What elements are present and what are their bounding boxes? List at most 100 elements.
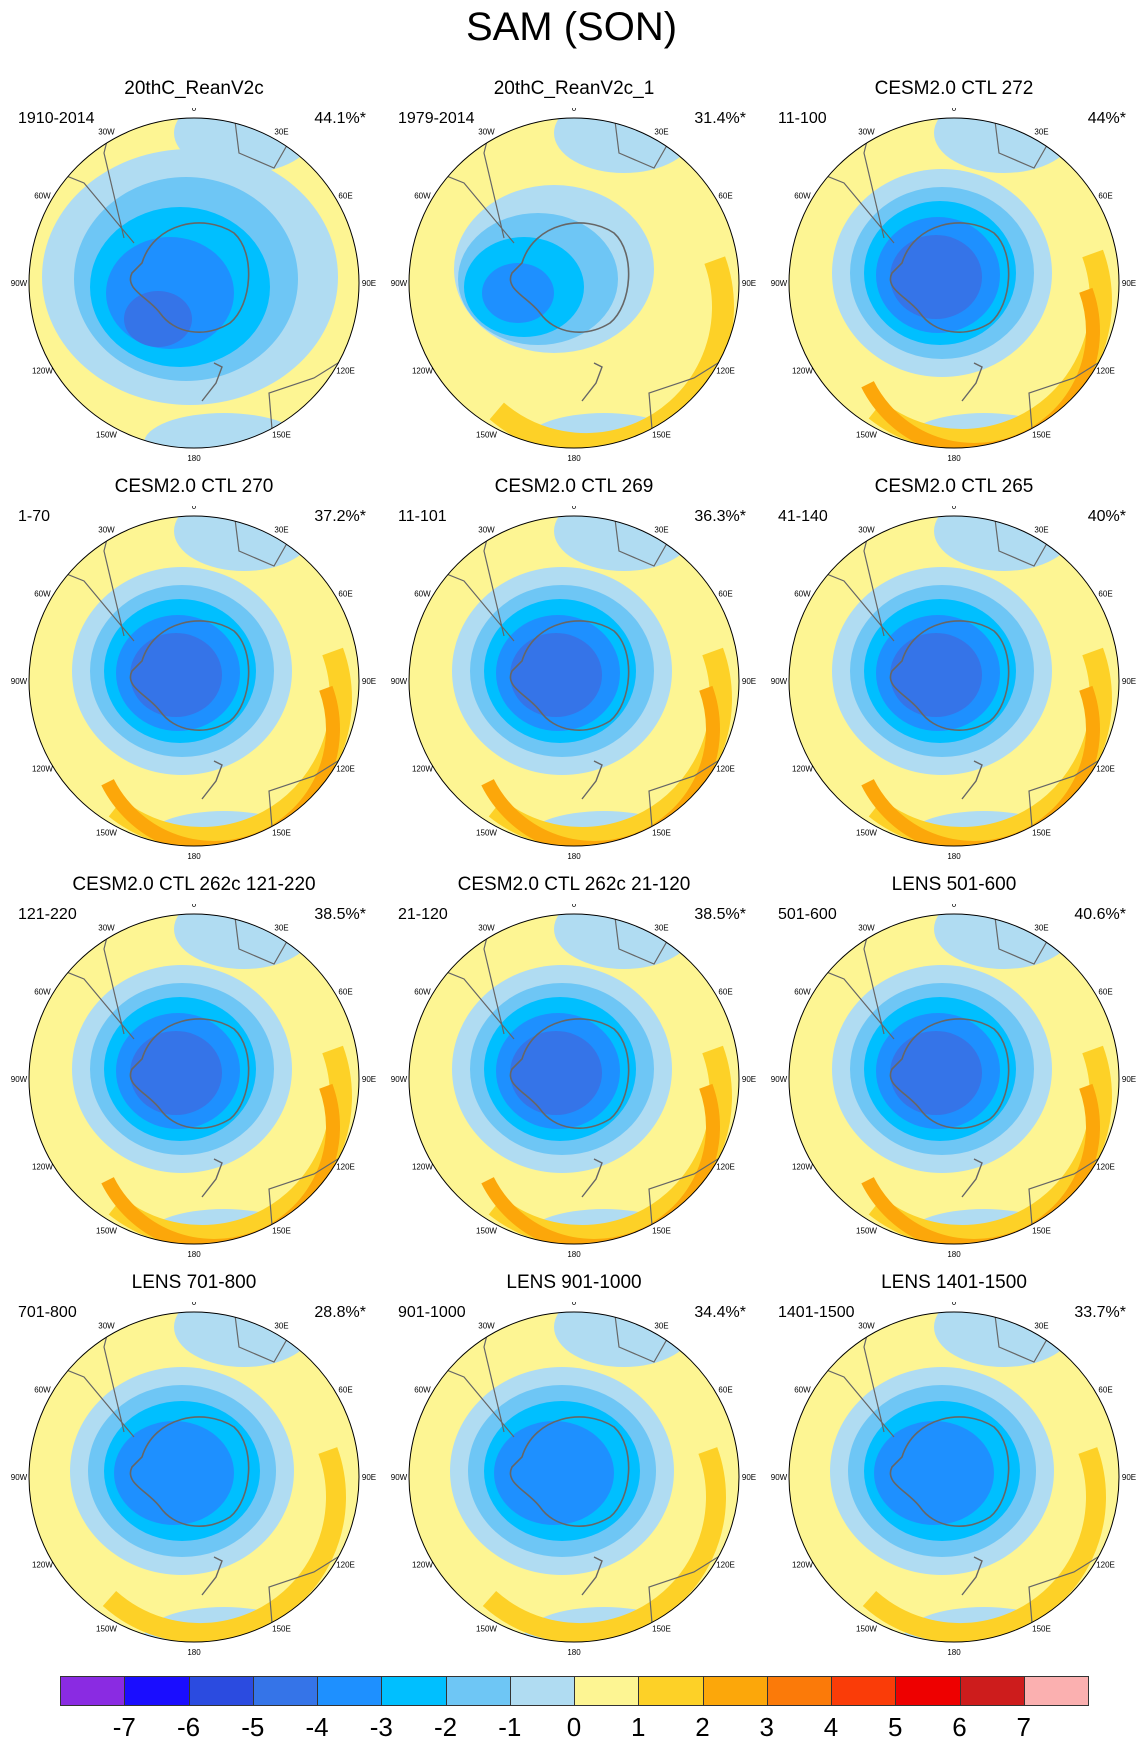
longitude-label: 30W (98, 525, 115, 534)
colorbar: -7 -6 -5 -4 -3 -2 -1 0 1 2 3 4 5 6 7 (60, 1676, 1089, 1742)
panel-title: CESM2.0 CTL 262c 121-220 (72, 874, 316, 895)
colorbar-segment (895, 1676, 961, 1706)
australia-coastline (1028, 342, 1119, 448)
longitude-label: 150E (1032, 1625, 1051, 1634)
panel-title: 20thC_ReanV2c (124, 78, 264, 99)
australia-coastline (1028, 1536, 1119, 1642)
longitude-label: 150E (1032, 431, 1051, 440)
africa-coastline (233, 1312, 295, 1363)
antarctica-coastline (509, 1416, 630, 1527)
longitude-label: 30E (654, 525, 668, 534)
new-zealand-coastline (961, 760, 983, 800)
panel-title: LENS 1401-1500 (881, 1272, 1027, 1293)
longitude-label: 60E (718, 192, 732, 201)
colorbar-segment (831, 1676, 897, 1706)
panel-title: LENS 901-1000 (506, 1272, 642, 1293)
longitude-label: 120E (716, 1561, 735, 1570)
anomaly-contour (890, 235, 982, 319)
longitude-label: 120E (716, 765, 735, 774)
longitude-label: 60W (794, 192, 811, 201)
panel-title: LENS 501-600 (891, 874, 1017, 895)
colorbar-tick-label: -5 (241, 1712, 265, 1742)
antarctica-coastline (129, 1018, 250, 1129)
longitude-label: 120W (412, 765, 433, 774)
antarctica-coastline (889, 620, 1010, 731)
panel-period: 11-100 (778, 110, 827, 127)
map-boundary (788, 117, 1120, 449)
anomaly-contour (174, 516, 314, 571)
longitude-label: 60W (34, 192, 51, 201)
longitude-label: 150E (652, 431, 671, 440)
anomaly-contour (494, 1421, 614, 1525)
anomaly-contour (432, 947, 732, 1244)
longitude-label: 30W (478, 1321, 495, 1330)
australia-coastline (268, 342, 359, 448)
longitude-label: 180 (947, 1648, 961, 1657)
map-boundary (28, 1311, 360, 1643)
panel-period: 1910-2014 (18, 110, 95, 127)
longitude-label: 90E (742, 279, 756, 288)
longitude-label: 150E (652, 1227, 671, 1236)
panel-period: 1-70 (18, 508, 51, 525)
longitude-label: 150W (476, 829, 497, 838)
panel-period: 1401-1500 (778, 1304, 855, 1321)
longitude-label: 90E (1122, 279, 1136, 288)
longitude-label: 0 (572, 904, 577, 909)
polar-map: 0 30E 60E 90E 120E 150E 180 150W 120W 90W 60W 30W (391, 1302, 756, 1657)
longitude-label: 120W (32, 1163, 53, 1172)
longitude-label: 120E (336, 1163, 355, 1172)
longitude-label: 60E (338, 1386, 352, 1395)
longitude-label: 0 (572, 108, 577, 113)
antarctica-coastline (509, 1018, 630, 1129)
longitude-label: 180 (947, 1250, 961, 1259)
longitude-label: 180 (567, 1648, 581, 1657)
longitude-label: 30E (1034, 127, 1048, 136)
longitude-label: 120W (32, 1561, 53, 1570)
longitude-label: 150E (272, 431, 291, 440)
longitude-label: 60W (34, 988, 51, 997)
longitude-label: 60E (718, 590, 732, 599)
longitude-label: 0 (952, 904, 957, 909)
africa-coastline (613, 1312, 675, 1363)
australia-coastline (648, 1536, 739, 1642)
longitude-label: 30E (654, 127, 668, 136)
anomaly-contour (554, 914, 694, 969)
longitude-label: 30W (858, 525, 875, 534)
anomaly-contour (874, 1421, 994, 1525)
colorbar-segment (60, 1676, 126, 1706)
anomaly-contour (554, 516, 694, 571)
longitude-label: 0 (192, 904, 197, 909)
longitude-label: 0 (952, 506, 957, 511)
longitude-label: 30E (274, 525, 288, 534)
africa-coastline (993, 516, 1055, 567)
longitude-label: 180 (947, 454, 961, 463)
colorbar-segment (317, 1676, 383, 1706)
longitude-label: 150E (272, 1227, 291, 1236)
variance-explained: 28.8%* (314, 1304, 366, 1321)
longitude-label: 120W (792, 1163, 813, 1172)
colorbar-segment (252, 1676, 318, 1706)
longitude-label: 90W (771, 1473, 788, 1482)
longitude-label: 120W (412, 1561, 433, 1570)
longitude-label: 120E (1096, 765, 1115, 774)
longitude-label: 60W (414, 1386, 431, 1395)
map-boundary (788, 913, 1120, 1245)
colorbar-segment (509, 1676, 575, 1706)
longitude-label: 90W (771, 279, 788, 288)
map-panel: CESM2.0 CTL 262c 21-120 21-120 38.5%* 0 30E 6… (384, 874, 764, 1272)
longitude-label: 180 (567, 1250, 581, 1259)
colorbar-tick-label: -2 (433, 1712, 458, 1742)
longitude-label: 60W (34, 1386, 51, 1395)
variance-explained: 44.1%* (314, 110, 366, 127)
longitude-label: 90W (11, 1075, 28, 1084)
africa-coastline (613, 118, 675, 169)
longitude-label: 120E (336, 765, 355, 774)
australia-coastline (268, 1536, 359, 1642)
anomaly-contour (130, 633, 222, 717)
longitude-label: 90W (771, 677, 788, 686)
longitude-label: 30W (858, 1321, 875, 1330)
panel-period: 501-600 (778, 906, 837, 923)
longitude-label: 150W (856, 1227, 877, 1236)
longitude-label: 150W (856, 431, 877, 440)
colorbar-tick-label: 2 (695, 1712, 710, 1742)
